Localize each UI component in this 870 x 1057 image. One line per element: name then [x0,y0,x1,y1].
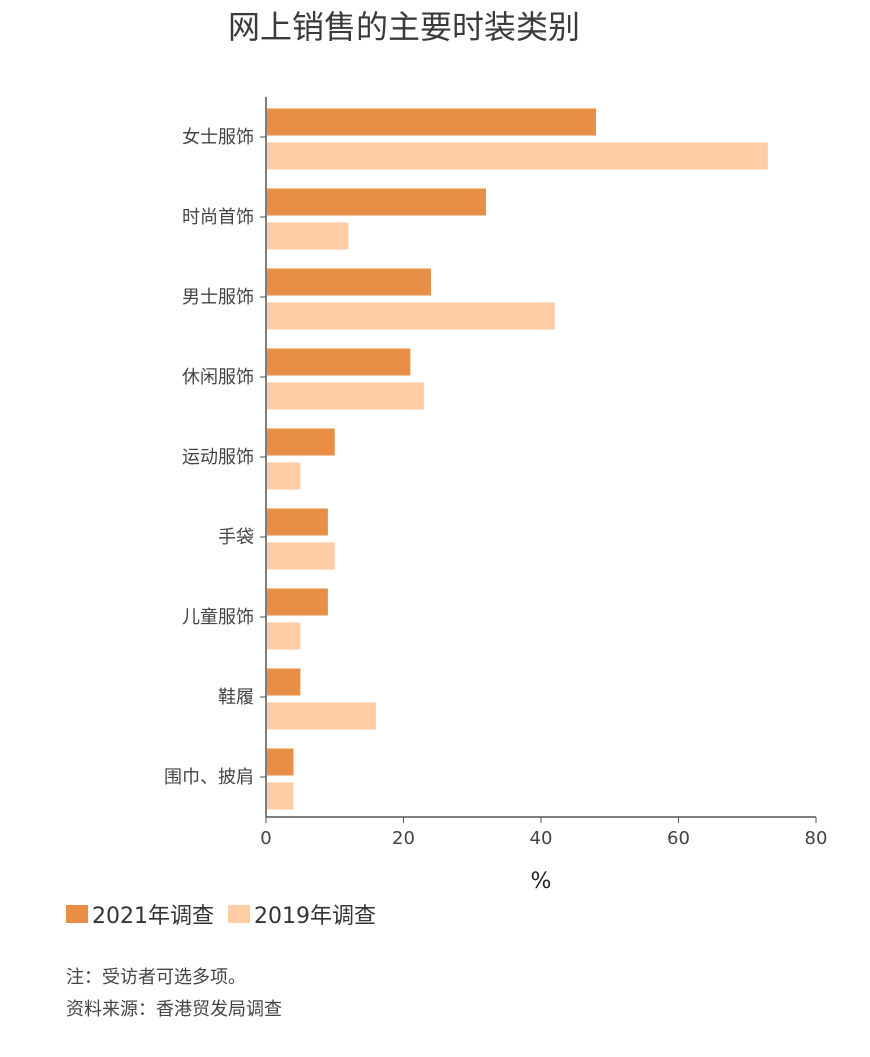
x-tick-label-0: 0 [260,828,271,849]
legend-label-2019: 2019年调查 [254,904,376,929]
y-tick-label-2: 男士服饰 [182,287,254,308]
y-tick-label-4: 运动服饰 [182,447,254,468]
x-axis-label: % [531,869,552,890]
x-tick-label-1: 20 [392,828,415,849]
bar-2019-6 [267,622,301,650]
bar-2021-5 [267,508,328,536]
bar-2019-4 [267,462,301,490]
y-tick-label-6: 儿童服饰 [182,607,254,628]
bar-2019-3 [267,382,425,410]
y-tick-label-0: 女士服饰 [182,127,254,148]
bar-2019-0 [267,142,768,170]
y-tick-label-1: 时尚首饰 [182,207,254,228]
legend: 2021年调查 2019年调查 [66,898,390,930]
bar-2019-8 [267,782,294,810]
legend-item-2019: 2019年调查 [228,898,376,930]
bar-2019-7 [267,702,376,730]
chart-title: 网上销售的主要时装类别 [227,8,580,46]
bar-2021-0 [267,108,596,136]
legend-item-2021: 2021年调查 [66,898,214,930]
bar-2021-3 [267,348,411,376]
note-text: 注：受访者可选多项。 [66,967,246,988]
y-tick-label-8: 围巾、披肩 [164,767,254,788]
bar-2019-1 [267,222,349,250]
bar-2021-8 [267,748,294,776]
legend-swatch-2019 [228,905,250,923]
bar-2021-1 [267,188,486,216]
bar-2021-4 [267,428,335,456]
y-tick-label-5: 手袋 [218,527,254,548]
bar-2019-2 [267,302,555,330]
legend-swatch-2021 [66,905,88,923]
bar-2021-6 [267,588,328,616]
legend-label-2021: 2021年调查 [92,904,214,929]
y-tick-label-7: 鞋履 [218,687,254,708]
source-text: 资料来源：香港贸发局调查 [66,999,282,1020]
x-tick-label-2: 40 [530,828,553,849]
bar-2021-7 [267,668,301,696]
y-tick-label-3: 休闲服饰 [182,367,254,388]
bar-2019-5 [267,542,335,570]
bar-2021-2 [267,268,431,296]
x-tick-label-3: 60 [667,828,690,849]
chart-notes: 注：受访者可选多项。 资料来源：香港贸发局调查 [66,962,282,1026]
x-tick-label-4: 80 [805,828,828,849]
